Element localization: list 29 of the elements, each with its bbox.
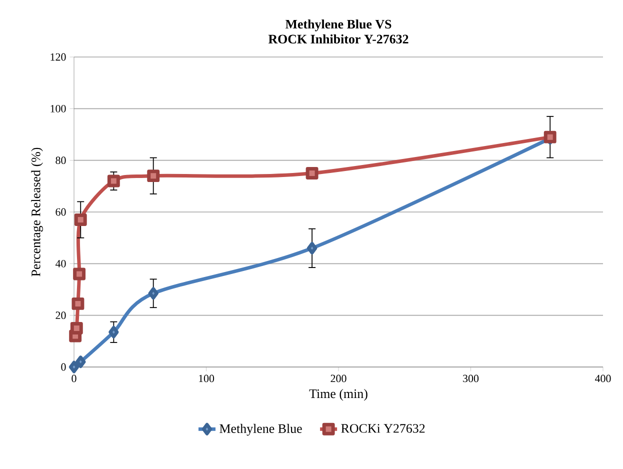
point [72, 297, 84, 310]
y-tick-label: 20 [56, 312, 66, 320]
x-tick-label: 300 [463, 374, 479, 382]
point [306, 242, 318, 254]
point [108, 326, 119, 338]
point [73, 268, 86, 280]
x-tick-label: 200 [330, 374, 346, 382]
y-tick-label: 100 [50, 104, 66, 112]
y-tick-label: 80 [56, 156, 66, 164]
x-tick-label: 100 [199, 374, 214, 382]
point [70, 322, 83, 334]
point [68, 360, 80, 374]
chart-title: Methylene Blue VS ROCK Inhibitor Y-27632 [268, 19, 408, 44]
point [147, 170, 160, 182]
point [148, 287, 158, 300]
x-tick-label: 400 [595, 374, 611, 382]
legend-label: ROCKi Y27632 [341, 424, 425, 433]
y-tick-label: 40 [55, 260, 66, 268]
point [306, 167, 318, 180]
y-tick-label: 60 [56, 208, 66, 216]
y-tick-label: 0 [61, 363, 66, 371]
point [107, 174, 120, 188]
point [74, 214, 87, 226]
x-tick-label: 0 [72, 374, 76, 382]
point [76, 356, 86, 368]
legend-label: Methylene Blue [220, 424, 302, 436]
y-axis-title: Percentage Released (%) [31, 148, 43, 276]
x-axis-title: Time (min) [309, 389, 368, 401]
y-tick-label: 120 [50, 53, 66, 61]
